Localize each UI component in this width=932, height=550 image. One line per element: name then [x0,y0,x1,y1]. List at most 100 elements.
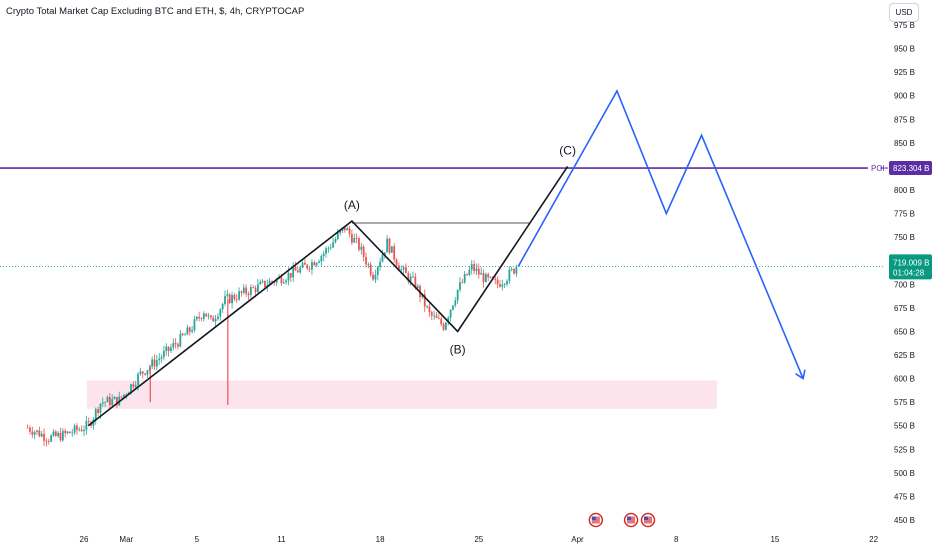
candle-body [367,264,370,266]
candle-body [264,280,266,288]
candle-body [442,324,445,330]
candle-body [299,267,302,273]
candle-body [287,272,290,281]
candle-body [26,427,29,429]
currency-selector[interactable]: USD [889,3,919,22]
candle-body [346,228,349,231]
candle-body [181,333,184,336]
candle-body [369,264,372,275]
y-tick-label: 975 B [894,21,915,30]
candle-body [506,281,508,285]
candle-body [473,264,475,272]
candle-body [99,403,102,413]
candle-body [296,270,299,273]
candle-body [487,274,490,278]
candle-body [242,287,245,293]
candle-body [510,268,513,270]
candle-body [113,397,116,400]
candle-body [52,431,55,436]
projection-arrowhead [795,369,806,380]
y-tick-label: 875 B [894,115,915,124]
candle-body [210,315,212,318]
candle-body [351,234,353,243]
candle-body [238,291,240,300]
candle-body [308,268,311,270]
candle-body [188,327,191,332]
y-tick-label: 775 B [894,210,915,219]
candle-body [45,440,48,442]
candle-body [353,238,356,243]
candle-body [456,289,459,301]
candle-body [101,402,104,404]
candle-body [285,280,287,283]
candle-body [38,430,41,437]
candle-body [85,421,88,430]
candle-body [40,433,43,437]
candle-body [64,430,67,434]
candle-body [407,272,410,282]
wave-label: (C) [559,143,576,157]
candle-body [31,431,34,435]
candle-body [205,313,208,317]
candle-body [116,397,118,406]
x-tick-label: 22 [869,535,878,544]
candle-body [336,233,339,240]
candle-body [54,431,57,437]
candle-body [365,256,367,265]
x-tick-label: 5 [195,535,200,544]
candle-body [111,399,114,406]
candle-body [108,396,111,406]
candle-body [390,246,393,253]
y-tick-label: 925 B [894,68,915,77]
candle-body [174,343,177,345]
candle-body [489,276,492,278]
candle-body [155,360,158,367]
y-tick-label: 700 B [894,280,915,289]
candle-body [329,247,332,249]
y-tick-label: 600 B [894,375,915,384]
poi-label: POI [871,164,885,173]
candle-body [261,280,264,283]
us-flag-icon-canton [644,516,648,520]
candle-body [423,294,426,307]
candle-body [477,268,480,275]
candle-body [167,346,170,351]
candle-body [76,425,78,430]
candle-body [59,432,62,441]
candle-body [163,350,165,358]
wave-label: (B) [450,342,466,356]
candle-body [400,269,403,271]
candle-body [480,273,483,275]
candle-body [374,275,377,280]
candle-body [33,432,36,435]
candle-body [372,274,374,280]
candle-body [414,276,417,288]
candle-body [358,238,360,250]
candle-body [80,429,83,432]
candle-body [139,371,142,375]
candle-body [235,299,238,300]
candle-body [454,300,457,306]
y-tick-label: 575 B [894,398,915,407]
candle-body [184,334,186,336]
candle-body [125,394,128,396]
candle-body [134,385,137,388]
candle-body [141,371,144,374]
candle-body [513,268,515,274]
y-tick-label: 850 B [894,139,915,148]
y-tick-label: 950 B [894,45,915,54]
candle-body [87,421,90,423]
y-tick-label: 625 B [894,351,915,360]
candle-body [66,431,69,434]
candle-body [405,267,407,273]
candle-body [179,333,182,347]
candle-body [416,285,419,288]
candle-body [207,315,210,317]
y-tick-label: 475 B [894,492,915,501]
candle-body [172,343,175,348]
candle-body [494,279,497,280]
y-tick-label: 800 B [894,186,915,195]
candle-body [461,282,464,284]
